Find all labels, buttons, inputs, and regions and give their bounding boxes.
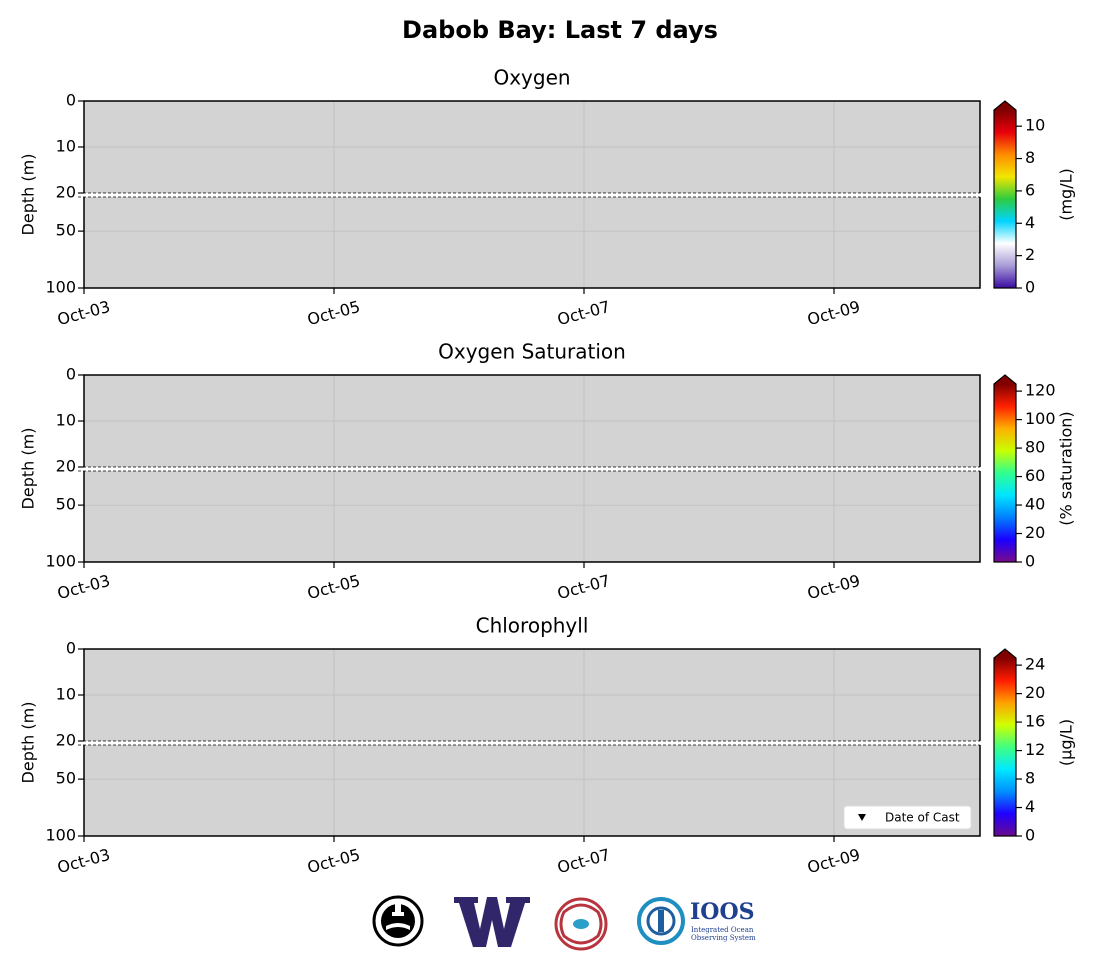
y-axis-label: Depth (m) bbox=[19, 428, 38, 510]
colorbar-tick-label: 4 bbox=[1025, 797, 1035, 816]
y-tick-label: 100 bbox=[45, 278, 76, 297]
colorbar-tick-label: 40 bbox=[1025, 495, 1045, 514]
x-tick-label: Oct-03 bbox=[55, 297, 112, 329]
colorbar-frame bbox=[993, 648, 1017, 837]
colorbar-tick-label: 20 bbox=[1025, 683, 1045, 702]
colorbar-tick-label: 16 bbox=[1025, 712, 1045, 731]
footer-logos: IOOS Integrated Ocean Observing System bbox=[372, 895, 756, 951]
colorbar-tick-label: 20 bbox=[1025, 523, 1045, 542]
legend-label: Date of Cast bbox=[885, 811, 960, 825]
colorbar-tick-label: 2 bbox=[1025, 245, 1035, 264]
x-tick-label: Oct-07 bbox=[555, 571, 612, 603]
colorbar-tick-label: 24 bbox=[1025, 655, 1045, 674]
x-tick-label: Oct-05 bbox=[305, 845, 362, 877]
colorbar-extend bbox=[994, 375, 1016, 384]
axis-break bbox=[78, 741, 986, 745]
colorbar-tick-label: 80 bbox=[1025, 438, 1045, 457]
x-tick-label: Oct-09 bbox=[805, 571, 862, 603]
colorbar-tick-label: 0 bbox=[1025, 826, 1035, 845]
logo-ioos-ring bbox=[637, 897, 685, 945]
chart-title: Oxygen Saturation bbox=[438, 340, 626, 364]
colorbar-frame bbox=[993, 100, 1017, 289]
x-tick-label: Oct-07 bbox=[555, 845, 612, 877]
x-tick-label: Oct-09 bbox=[805, 297, 862, 329]
ioos-tagline: Integrated Ocean bbox=[691, 926, 754, 934]
y-tick-label: 50 bbox=[56, 495, 76, 514]
y-tick-label: 100 bbox=[45, 552, 76, 571]
colorbar-tick-label: 100 bbox=[1025, 409, 1056, 428]
y-tick-label: 20 bbox=[56, 731, 76, 750]
logo-uw bbox=[454, 897, 530, 947]
colorbar-tick-label: 10 bbox=[1025, 116, 1045, 135]
figure-title: Dabob Bay: Last 7 days bbox=[402, 16, 718, 44]
colorbar-tick-label: 8 bbox=[1025, 769, 1035, 788]
legend-box bbox=[843, 805, 972, 830]
logo-ioos-bar bbox=[658, 910, 664, 932]
logo-native-inner bbox=[559, 903, 603, 945]
logo-ioos-inner bbox=[646, 906, 676, 936]
y-tick-label: 10 bbox=[56, 411, 76, 430]
colorbar-label: (mg/L) bbox=[1057, 168, 1076, 221]
colorbar-tick-label: 60 bbox=[1025, 466, 1045, 485]
colorbar-tick-label: 12 bbox=[1025, 740, 1045, 759]
x-tick-label: Oct-07 bbox=[555, 297, 612, 329]
x-tick-label: Oct-03 bbox=[55, 845, 112, 877]
logo-native-eye bbox=[573, 919, 589, 929]
y-tick-label: 0 bbox=[66, 639, 76, 658]
colorbar-tick-label: 120 bbox=[1025, 381, 1056, 400]
logo-seal-icon bbox=[386, 902, 410, 930]
y-tick-label: 100 bbox=[45, 826, 76, 845]
y-tick-label: 0 bbox=[66, 365, 76, 384]
colorbar-label: (μg/L) bbox=[1057, 719, 1076, 766]
y-tick-label: 20 bbox=[56, 183, 76, 202]
ioos-name: IOOS bbox=[690, 899, 755, 925]
y-tick-label: 50 bbox=[56, 769, 76, 788]
colorbar-extend bbox=[994, 101, 1016, 110]
chart-title: Chlorophyll bbox=[476, 614, 589, 638]
axis-break bbox=[78, 467, 986, 471]
colorbar-tick-label: 8 bbox=[1025, 148, 1035, 167]
colorbar-frame bbox=[993, 374, 1017, 563]
colorbar bbox=[994, 658, 1016, 836]
x-tick-label: Oct-05 bbox=[305, 297, 362, 329]
y-tick-label: 0 bbox=[66, 91, 76, 110]
colorbar-tick-label: 0 bbox=[1025, 278, 1035, 297]
y-axis-label: Depth (m) bbox=[19, 154, 38, 236]
colorbar-label: (% saturation) bbox=[1057, 411, 1076, 525]
ioos-tagline: Observing System bbox=[691, 934, 756, 942]
y-tick-label: 50 bbox=[56, 221, 76, 240]
colorbar-tick-label: 0 bbox=[1025, 552, 1035, 571]
y-tick-label: 20 bbox=[56, 457, 76, 476]
colorbar-extend bbox=[994, 649, 1016, 658]
x-tick-label: Oct-09 bbox=[805, 845, 862, 877]
colorbar-tick-label: 6 bbox=[1025, 180, 1035, 199]
colorbar-tick-label: 4 bbox=[1025, 213, 1035, 232]
colorbar bbox=[994, 110, 1016, 288]
y-tick-label: 10 bbox=[56, 137, 76, 156]
chart-title: Oxygen bbox=[493, 66, 570, 90]
legend-marker bbox=[858, 814, 866, 821]
x-tick-label: Oct-05 bbox=[305, 571, 362, 603]
y-tick-label: 10 bbox=[56, 685, 76, 704]
logo-seal-inner bbox=[381, 904, 415, 938]
x-tick-label: Oct-03 bbox=[55, 571, 112, 603]
y-axis-label: Depth (m) bbox=[19, 702, 38, 784]
colorbar bbox=[994, 384, 1016, 562]
axis-break bbox=[78, 193, 986, 197]
